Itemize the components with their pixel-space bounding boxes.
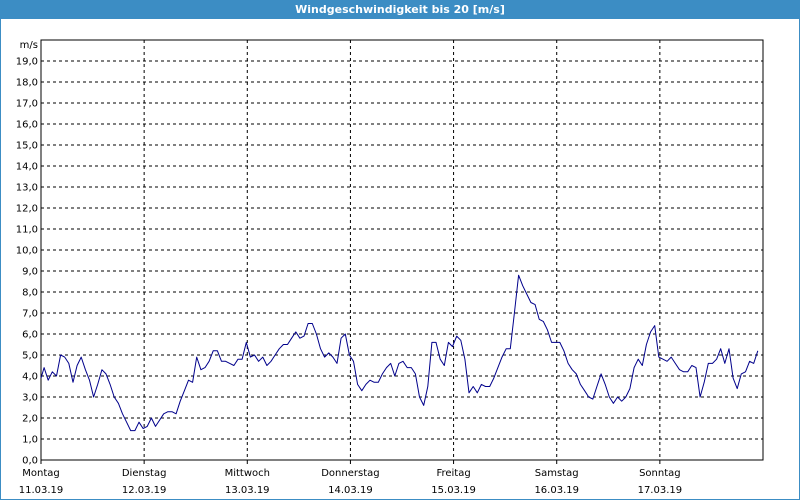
y-tick-label: 12,0 bbox=[16, 204, 38, 215]
y-tick-label: 18,0 bbox=[16, 78, 38, 89]
y-tick-label: 0,0 bbox=[22, 456, 38, 467]
y-tick-label: 10,0 bbox=[16, 246, 38, 257]
y-tick-label: 3,0 bbox=[22, 393, 38, 404]
y-tick-label: 8,0 bbox=[22, 288, 38, 299]
plot-area-border bbox=[40, 39, 764, 461]
x-tick-day: Donnerstag bbox=[321, 468, 379, 479]
x-tick-date: 11.03.19 bbox=[19, 485, 64, 496]
y-tick-label: 2,0 bbox=[22, 414, 38, 425]
y-tick-label: 19,0 bbox=[16, 57, 38, 68]
x-tick-date: 12.03.19 bbox=[122, 485, 167, 496]
x-tick-date: 17.03.19 bbox=[638, 485, 683, 496]
x-tick-day: Sonntag bbox=[639, 468, 681, 479]
series-line-wind-speed bbox=[40, 274, 759, 432]
y-tick-label: 15,0 bbox=[16, 141, 38, 152]
axes bbox=[40, 39, 764, 464]
grid bbox=[41, 40, 763, 460]
y-tick-label: 9,0 bbox=[22, 267, 38, 278]
y-tick-label: 17,0 bbox=[16, 99, 38, 110]
y-axis-unit: m/s bbox=[20, 40, 38, 51]
y-tick-label: 4,0 bbox=[22, 372, 38, 383]
series-layer bbox=[40, 274, 759, 432]
chart-title: Windgeschwindigkeit bis 20 [m/s] bbox=[0, 0, 800, 19]
y-tick-label: 6,0 bbox=[22, 330, 38, 341]
x-tick-day: Samstag bbox=[535, 468, 579, 479]
x-tick-date: 16.03.19 bbox=[534, 485, 579, 496]
tick-labels: 0,0 1,0 2,0 3,0 4,0 5,0 6,0 7,0 8,0 9,0 10,0 11,0 12… bbox=[16, 40, 682, 496]
y-tick-label: 11,0 bbox=[16, 225, 38, 236]
x-tick-date: 14.03.19 bbox=[328, 485, 373, 496]
y-tick-label: 13,0 bbox=[16, 183, 38, 194]
y-tick-label: 16,0 bbox=[16, 120, 38, 131]
x-tick-day: Freitag bbox=[436, 468, 470, 479]
x-tick-day: Montag bbox=[22, 468, 59, 479]
y-tick-label: 1,0 bbox=[22, 435, 38, 446]
x-tick-day: Mittwoch bbox=[225, 468, 270, 479]
x-tick-day: Dienstag bbox=[122, 468, 167, 479]
y-tick-label: 5,0 bbox=[22, 351, 38, 362]
x-tick-date: 15.03.19 bbox=[431, 485, 476, 496]
y-tick-label: 7,0 bbox=[22, 309, 38, 320]
y-tick-label: 14,0 bbox=[16, 162, 38, 173]
x-tick-date: 13.03.19 bbox=[225, 485, 270, 496]
